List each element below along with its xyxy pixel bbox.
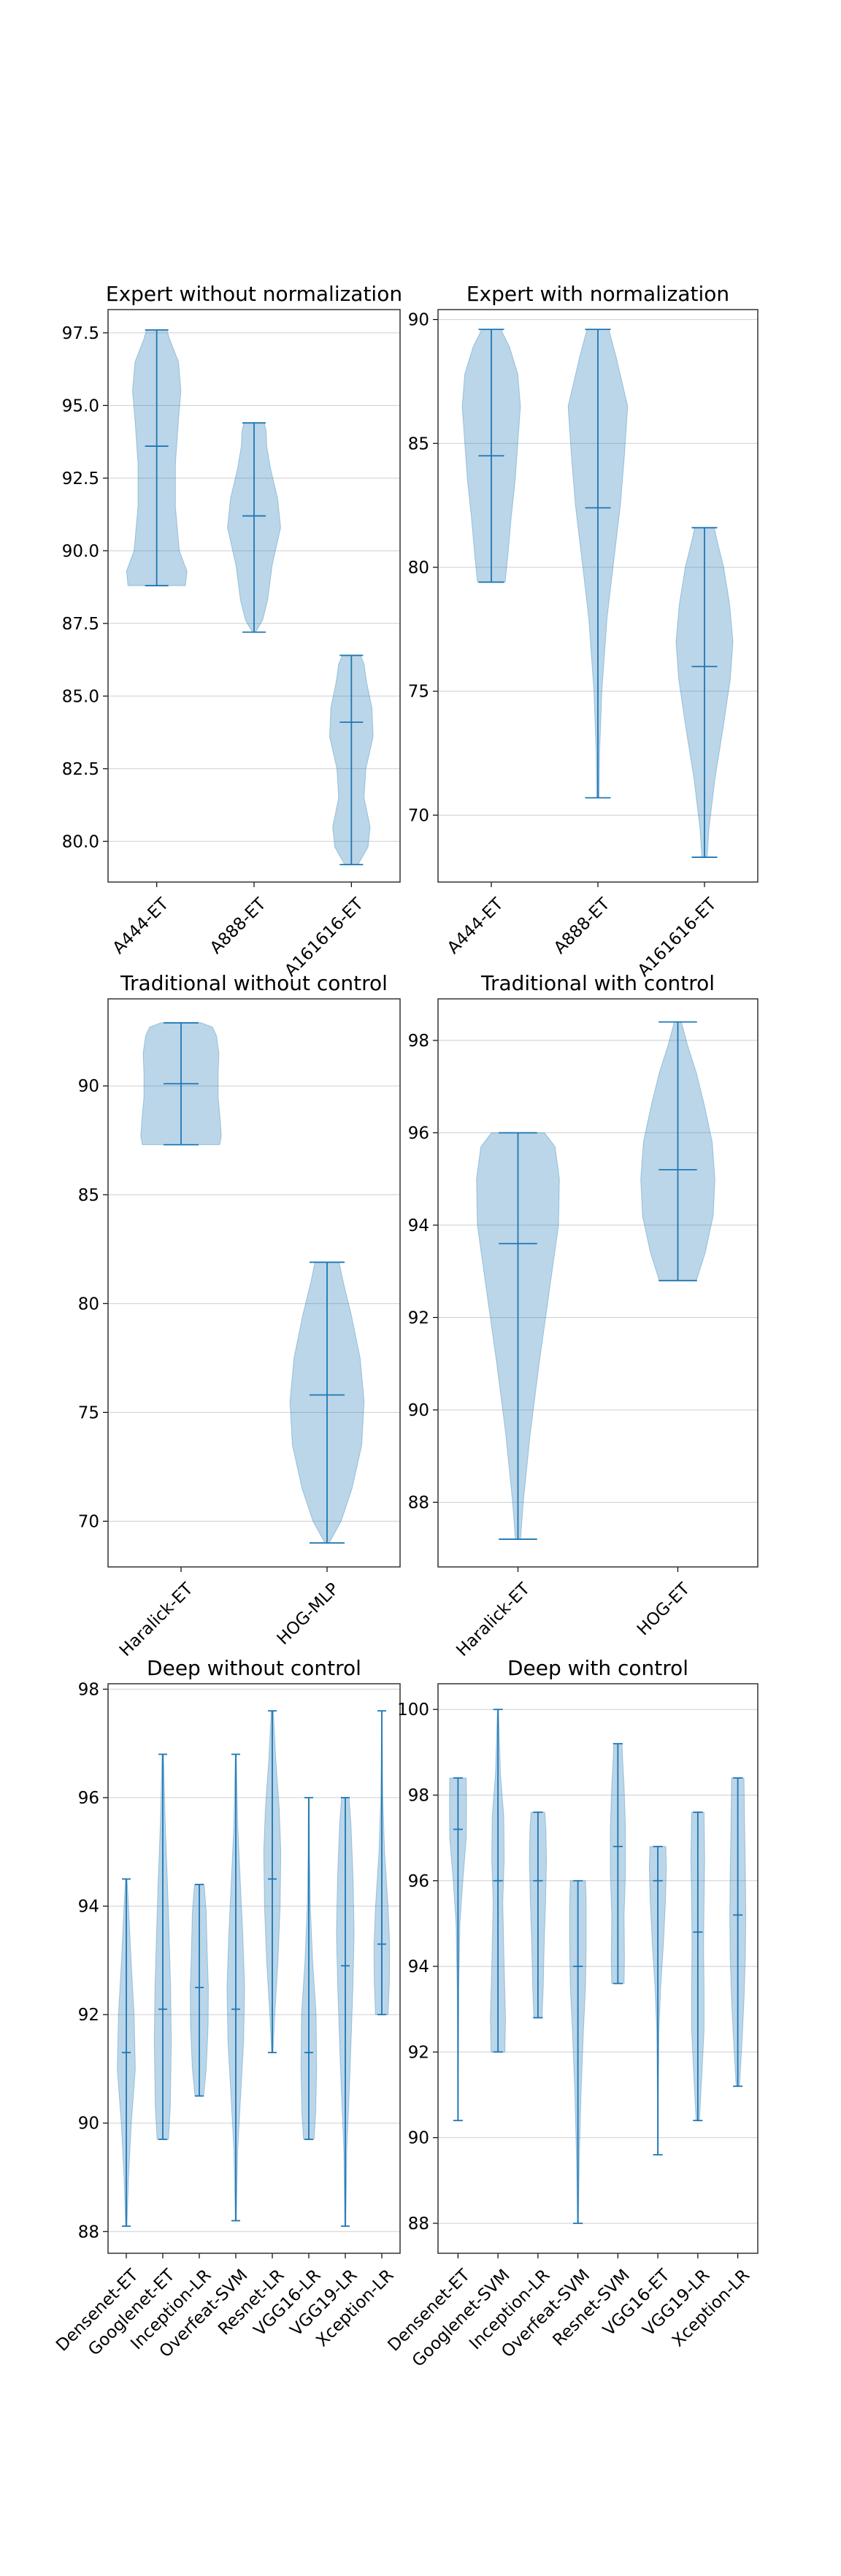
y-tick-label: 80 bbox=[408, 559, 429, 578]
y-tick-label: 88 bbox=[78, 2223, 99, 2242]
y-tick-label: 96 bbox=[78, 1789, 99, 1808]
y-tick-label: 95.0 bbox=[62, 396, 99, 415]
y-tick-label: 94 bbox=[408, 1958, 429, 1977]
y-tick-label: 90 bbox=[408, 311, 429, 330]
y-tick-label: 80 bbox=[78, 1295, 99, 1314]
y-tick-label: 90 bbox=[408, 1401, 429, 1420]
axes-frame bbox=[437, 1683, 759, 2254]
axes-frame bbox=[437, 998, 759, 1568]
panel-title: Expert with normalization bbox=[466, 282, 729, 306]
y-tick-label: 92 bbox=[78, 2006, 99, 2025]
y-tick-label: 82.5 bbox=[62, 760, 99, 779]
axes-frame bbox=[107, 998, 401, 1568]
y-tick-label: 87.5 bbox=[62, 615, 99, 634]
y-tick-label: 98 bbox=[78, 1680, 99, 1699]
y-tick-label: 96 bbox=[408, 1124, 429, 1143]
y-tick-label: 92.5 bbox=[62, 469, 99, 488]
panel-title: Deep without control bbox=[147, 1656, 361, 1680]
y-tick-label: 90 bbox=[78, 2115, 99, 2134]
y-tick-label: 70 bbox=[408, 806, 429, 825]
y-tick-label: 92 bbox=[408, 1308, 429, 1327]
panel-title: Deep with control bbox=[507, 1656, 688, 1680]
y-tick-label: 90.0 bbox=[62, 542, 99, 561]
y-tick-label: 75 bbox=[78, 1403, 99, 1422]
y-tick-label: 90 bbox=[408, 2129, 429, 2148]
y-tick-label: 90 bbox=[78, 1077, 99, 1096]
y-tick-label: 85.0 bbox=[62, 687, 99, 706]
y-tick-label: 96 bbox=[408, 1872, 429, 1891]
y-tick-label: 85 bbox=[408, 434, 429, 453]
panel-title: Traditional without control bbox=[120, 971, 388, 995]
y-tick-label: 85 bbox=[78, 1186, 99, 1205]
axes-frame bbox=[107, 309, 401, 883]
y-tick-label: 94 bbox=[408, 1216, 429, 1235]
y-tick-label: 88 bbox=[408, 1493, 429, 1512]
y-tick-label: 98 bbox=[408, 1032, 429, 1051]
panel-title: Traditional with control bbox=[480, 971, 715, 995]
y-tick-label: 75 bbox=[408, 683, 429, 702]
y-tick-label: 80.0 bbox=[62, 832, 99, 851]
axes-frame bbox=[437, 309, 759, 883]
y-tick-label: 98 bbox=[408, 1786, 429, 1805]
y-tick-label: 100 bbox=[397, 1701, 429, 1720]
axes-frame bbox=[107, 1683, 401, 2254]
y-tick-label: 97.5 bbox=[62, 324, 99, 343]
panel-title: Expert without normalization bbox=[106, 282, 402, 306]
y-tick-label: 92 bbox=[408, 2043, 429, 2062]
y-tick-label: 70 bbox=[78, 1512, 99, 1531]
y-tick-label: 88 bbox=[408, 2215, 429, 2234]
y-tick-label: 94 bbox=[78, 1898, 99, 1917]
